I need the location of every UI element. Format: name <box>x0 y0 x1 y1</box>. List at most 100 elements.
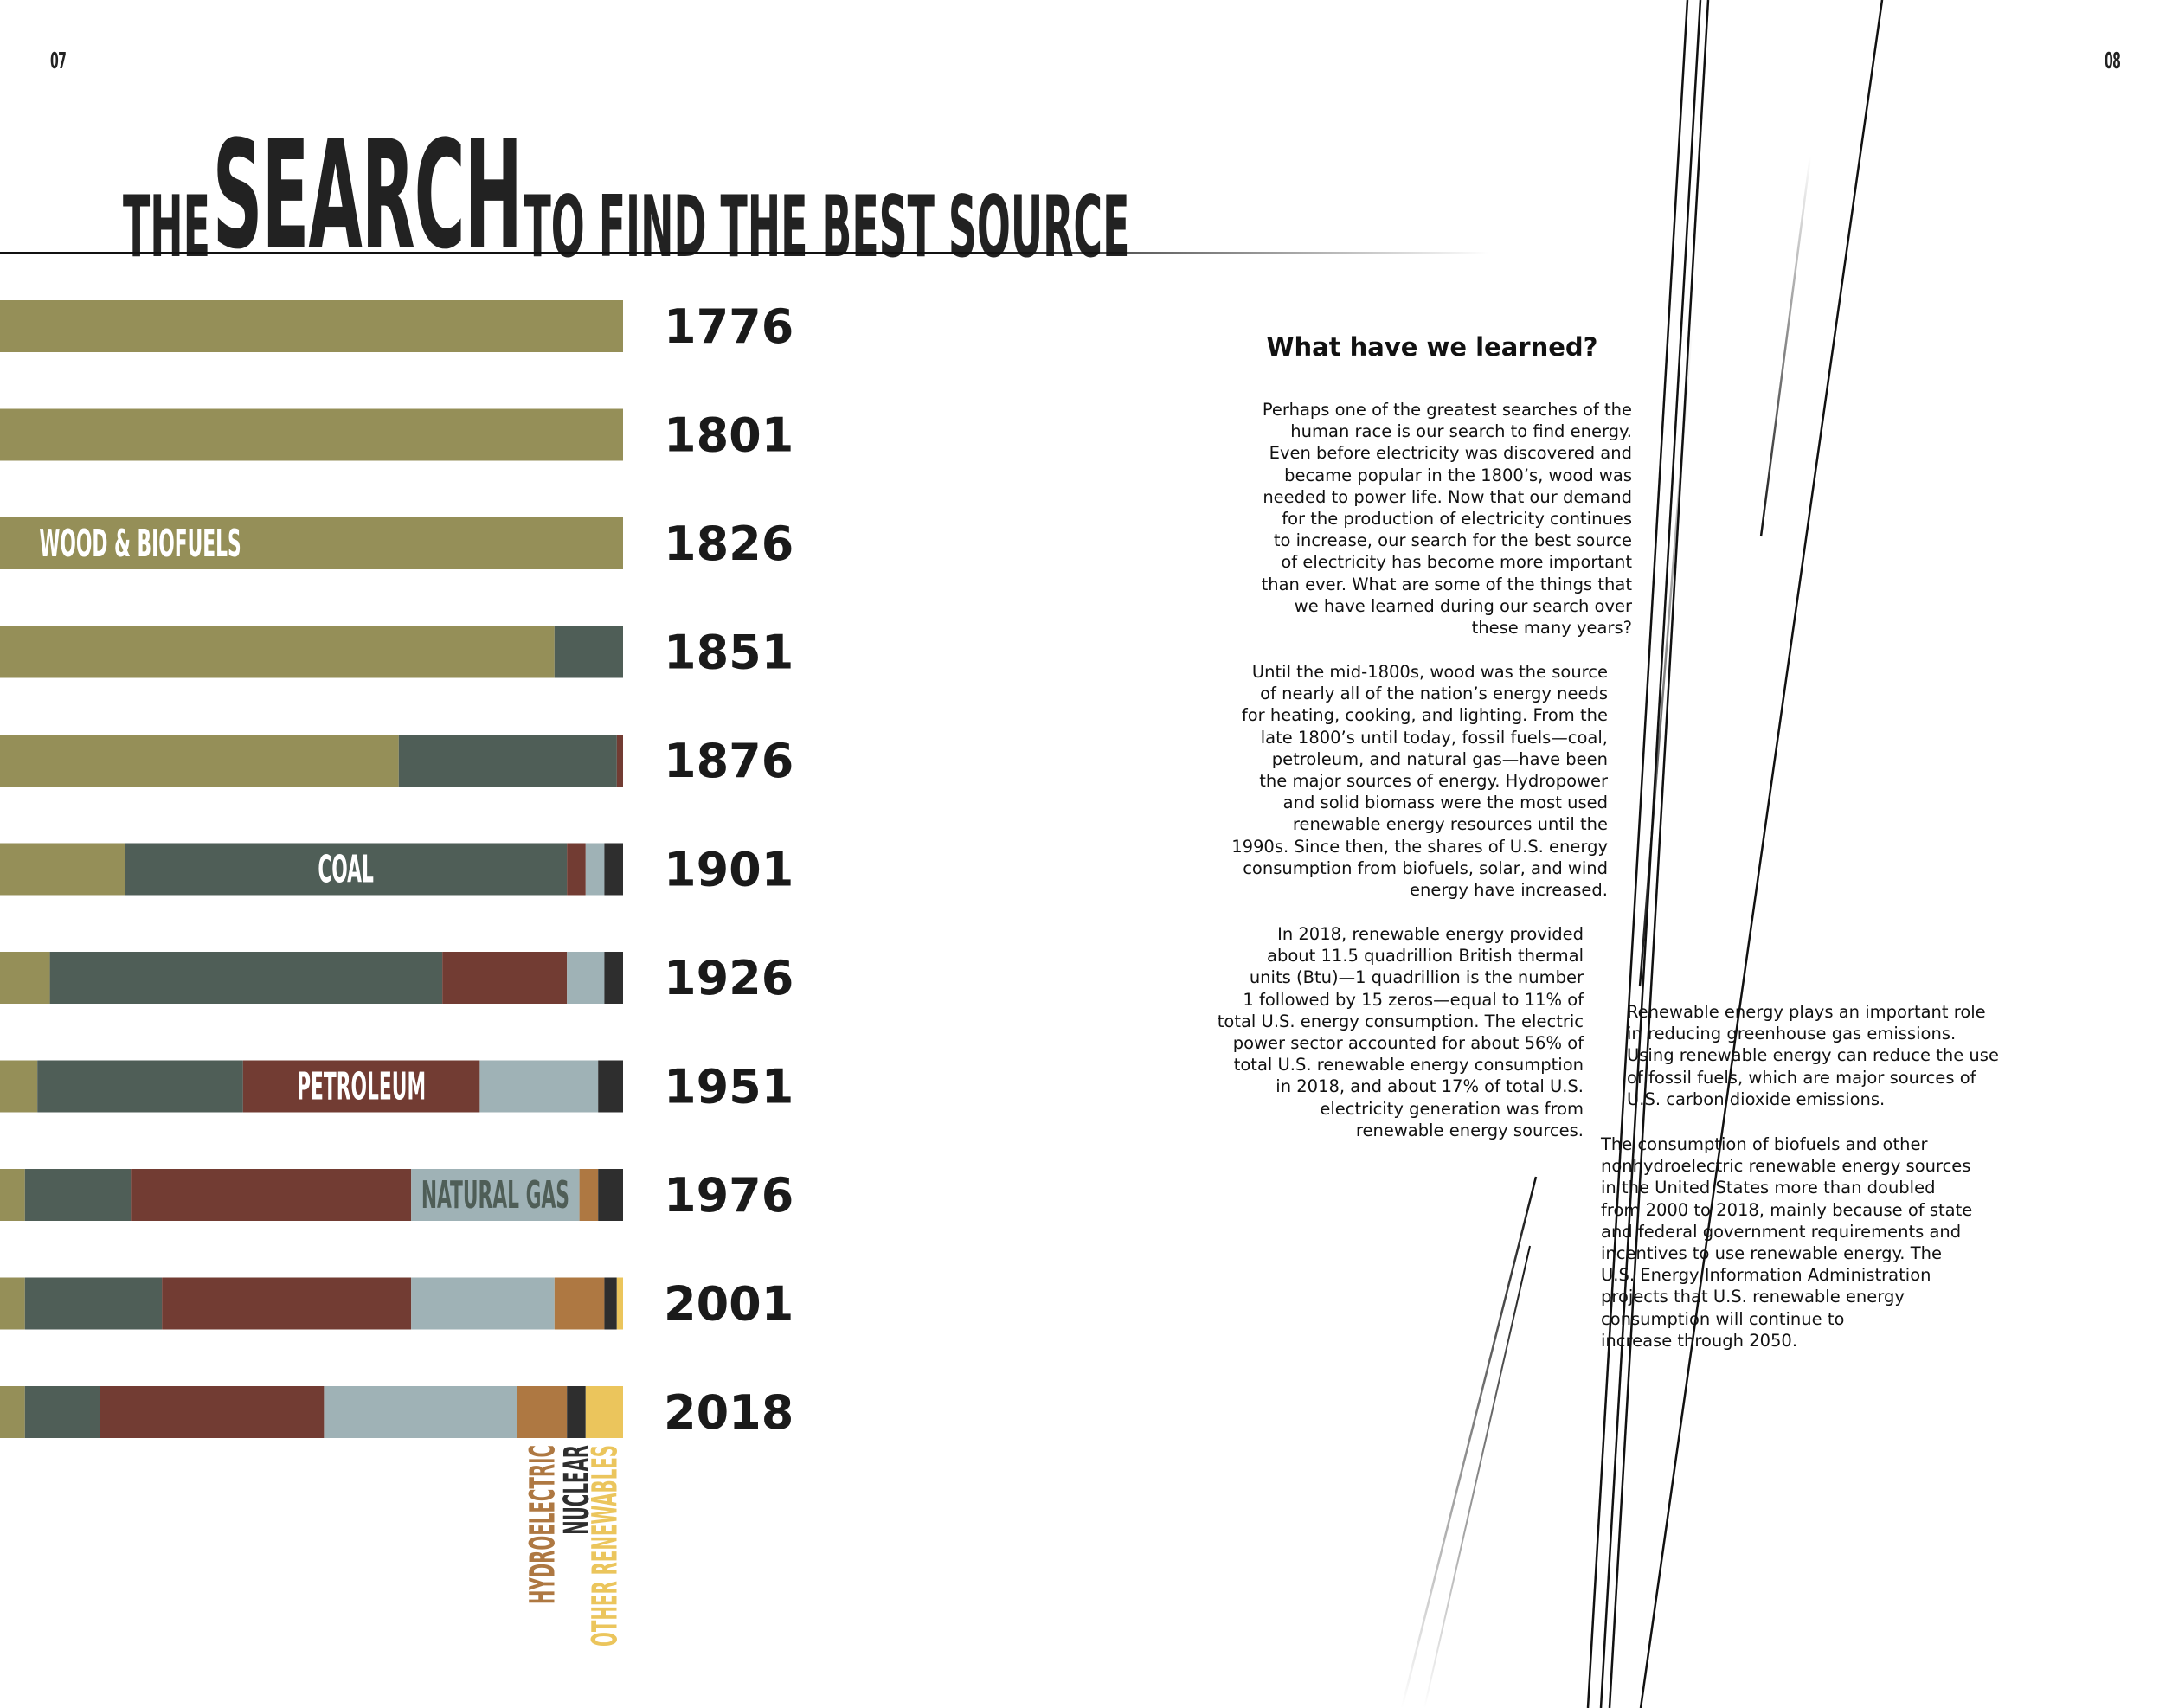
bar-segment <box>24 1386 100 1438</box>
year-label: 1951 <box>664 1060 794 1114</box>
text-line: than ever. What are some of the things t… <box>1261 574 1632 594</box>
text-line: petroleum, and natural gas—have been <box>1271 748 1608 769</box>
bar-segment <box>517 1386 568 1438</box>
year-label: 1801 <box>664 408 794 463</box>
text-line: U.S. carbon dioxide emissions. <box>1627 1088 1886 1109</box>
bar-segment <box>131 1169 412 1221</box>
text-line: in the United States more than doubled <box>1601 1178 1936 1198</box>
text-line: U.S. Energy Information Administration <box>1601 1265 1931 1286</box>
text-line: late 1800’s until today, fossil fuels—co… <box>1260 727 1608 748</box>
diagonal-line <box>1759 155 1812 537</box>
bar-segment <box>579 1169 599 1221</box>
page-number-right: 08 <box>2105 48 2121 74</box>
bar-segment <box>324 1386 517 1438</box>
text-line: energy have increased. <box>1410 880 1608 901</box>
bar-segment <box>0 300 623 352</box>
diagonal-line <box>1608 0 1710 1708</box>
year-label: 2018 <box>664 1385 794 1440</box>
text-line: Even before electricity was discovered a… <box>1269 443 1632 464</box>
bar-segment <box>411 1277 555 1330</box>
text-line: Until the mid-1800s, wood was the source <box>1251 662 1608 682</box>
segment-label: WOOD & BIOFUELS <box>39 522 241 566</box>
bar-segment <box>0 1386 25 1438</box>
text-line: in 2018, and about 17% of total U.S. <box>1276 1076 1584 1097</box>
paragraph-1: Perhaps one of the greatest searches of … <box>1142 399 1632 639</box>
bar-segment <box>0 1169 25 1221</box>
text-line: increase through 2050. <box>1601 1330 1798 1351</box>
text-line: total U.S. renewable energy consumption <box>1233 1055 1584 1076</box>
bar-segment <box>0 517 623 569</box>
title-search: SEARCH <box>212 108 523 282</box>
bar-segment <box>567 952 605 1004</box>
bar-segment <box>585 1386 623 1438</box>
bar-segment <box>0 408 623 461</box>
text-line: 1990s. Since then, the shares of U.S. en… <box>1231 836 1608 857</box>
bar-segment <box>442 952 568 1004</box>
bar-segment <box>604 952 623 1004</box>
bar-segment <box>24 1169 132 1221</box>
text-line: In 2018, renewable energy provided <box>1277 924 1584 944</box>
text-line: consumption from biofuels, solar, and wi… <box>1243 857 1608 878</box>
bar-segment <box>0 735 399 787</box>
text-line: renewable energy resources until the <box>1292 814 1608 835</box>
text-line: human race is our search to find energy. <box>1290 421 1632 442</box>
bar-segment <box>0 1277 25 1330</box>
text-line: to increase, our search for the best sou… <box>1273 530 1632 551</box>
paragraph-3: In 2018, renewable energy provided about … <box>1125 923 1584 1141</box>
year-label: 1826 <box>664 517 794 571</box>
text-line: of electricity has become more important <box>1281 552 1632 573</box>
bar-segment <box>567 843 586 896</box>
bar-segment <box>49 952 443 1004</box>
text-line: total U.S. energy consumption. The elect… <box>1217 1011 1584 1031</box>
text-line: Using renewable energy can reduce the us… <box>1627 1045 1999 1066</box>
text-line: Perhaps one of the greatest searches of … <box>1262 400 1632 420</box>
text-line: units (Btu)—1 quadrillion is the number <box>1249 967 1584 988</box>
bar-segment <box>479 1060 599 1113</box>
text-line: The consumption of biofuels and other <box>1601 1134 1928 1154</box>
bar-segment <box>604 843 623 896</box>
text-line: and federal government requirements and <box>1601 1221 1962 1242</box>
bar-segment <box>125 843 568 896</box>
article-heading: What have we learned? <box>1266 332 1598 362</box>
bar-segment <box>0 843 125 896</box>
text-line: the major sources of energy. Hydropower <box>1259 771 1608 792</box>
text-line: of fossil fuels, which are major sources… <box>1627 1067 1976 1088</box>
text-line: needed to power life. Now that our deman… <box>1263 486 1632 507</box>
text-line: in reducing greenhouse gas emissions. <box>1627 1024 1957 1044</box>
year-label: 1926 <box>664 951 794 1005</box>
bar-segment <box>100 1386 325 1438</box>
year-label: 1851 <box>664 626 794 680</box>
bar-segment <box>598 1169 623 1221</box>
year-label: 1976 <box>664 1168 794 1223</box>
diagonal-line <box>1599 0 1702 1708</box>
bar-segment <box>585 843 605 896</box>
page-title: THE SEARCH TO FIND THE BEST SOURCE <box>123 121 1129 271</box>
bar-segment <box>0 1060 38 1113</box>
page-number-left: 07 <box>50 48 67 74</box>
segment-label: COAL <box>318 848 374 892</box>
bar-segment <box>554 1277 605 1330</box>
bar-segment <box>162 1277 412 1330</box>
year-label: 1876 <box>664 734 794 788</box>
text-line: and solid biomass were the most used <box>1282 793 1608 813</box>
bar-segment <box>411 1169 580 1221</box>
text-line: about 11.5 quadrillion British thermal <box>1267 946 1584 966</box>
energy-source-bar-chart: 1776 1801 1826 1851 1876 1901 1926 1951 1976 2001… <box>0 299 794 1647</box>
text-line: for heating, cooking, and lighting. From… <box>1241 705 1608 726</box>
year-label: 1776 <box>664 299 794 354</box>
bar-segment <box>616 735 623 787</box>
diagonal-line <box>1423 1245 1531 1708</box>
text-line: renewable energy sources. <box>1355 1120 1584 1140</box>
bar-segment <box>616 1277 623 1330</box>
segment-label: PETROLEUM <box>297 1065 426 1109</box>
text-line: consumption will continue to <box>1601 1308 1845 1329</box>
year-label: 2001 <box>664 1277 794 1332</box>
title-rest: TO FIND THE BEST SOURCE <box>524 178 1130 277</box>
bar-segment <box>242 1060 480 1113</box>
title-rule <box>0 252 1488 254</box>
text-line: nonhydroelectric renewable energy source… <box>1601 1156 1971 1177</box>
paragraph-5: The consumption of biofuels and other non… <box>1601 1133 2016 1352</box>
bar-segment <box>567 1386 586 1438</box>
bar-segment <box>37 1060 243 1113</box>
text-line: for the production of electricity contin… <box>1282 509 1632 530</box>
